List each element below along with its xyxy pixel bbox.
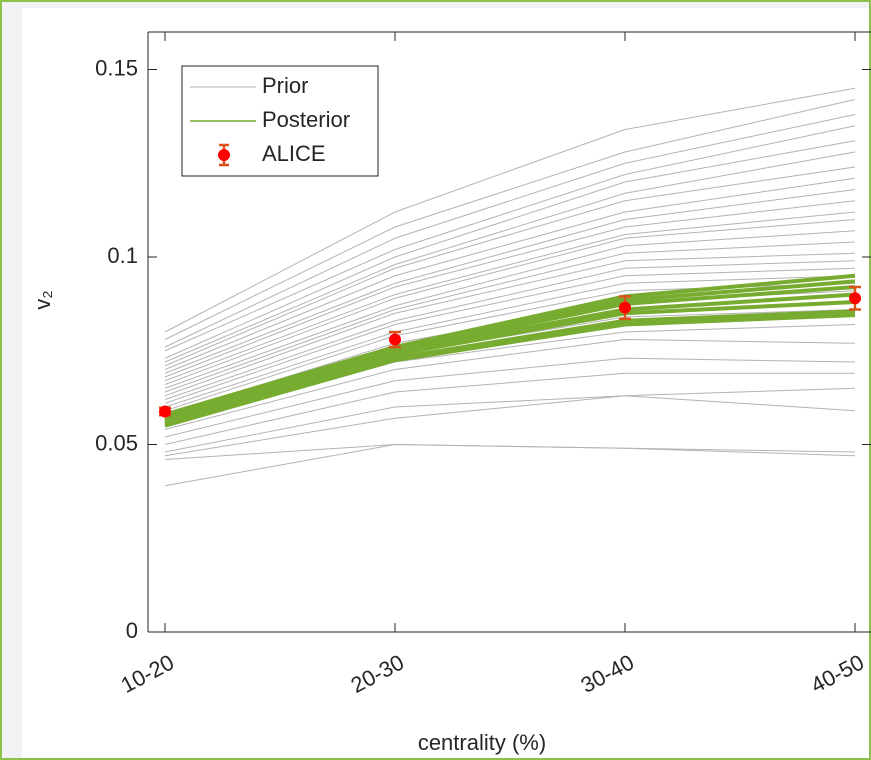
prior-line (164, 189, 856, 374)
prior-line (164, 338, 856, 430)
y-tick-label: 0.15 (95, 55, 138, 80)
data-point (389, 333, 401, 346)
prior-line (164, 87, 856, 333)
prior-line (164, 275, 856, 408)
prior-line (164, 357, 856, 438)
prior-line (164, 395, 856, 457)
prior-line (164, 267, 856, 404)
prior-line (164, 125, 856, 352)
prior-line (164, 200, 856, 378)
x-label: centrality (%) (418, 730, 546, 755)
legend-label: Prior (262, 73, 308, 98)
legend: Prior Posterior ALICE (181, 65, 379, 177)
legend-label: ALICE (262, 141, 326, 166)
prior-line (164, 177, 856, 370)
prior-line (164, 241, 856, 393)
prior-line (164, 166, 856, 367)
data-point (849, 292, 861, 305)
prior-line (164, 260, 856, 400)
prior-line (164, 114, 856, 348)
prior-line (164, 219, 856, 385)
legend-swatch (218, 149, 230, 161)
prior-line (164, 443, 856, 487)
data-point (619, 301, 631, 314)
y-tick-label: 0.1 (107, 243, 138, 268)
prior-line (164, 211, 856, 382)
prior-line (164, 252, 856, 397)
y-tick-label: 0 (126, 618, 138, 643)
prior-line (164, 387, 856, 453)
plot-area (159, 87, 861, 487)
y-label: v₂ (30, 290, 55, 310)
y-tick-label: 0.05 (95, 430, 138, 455)
prior-line (164, 140, 856, 359)
posterior-line (164, 309, 856, 426)
data-point (159, 405, 171, 418)
prior-line (164, 372, 855, 445)
prior-line (164, 151, 856, 363)
posterior-line (164, 273, 856, 417)
prior-line (164, 230, 856, 389)
figure (22, 8, 871, 760)
legend-label: Posterior (262, 107, 350, 132)
prior-line (164, 99, 856, 340)
